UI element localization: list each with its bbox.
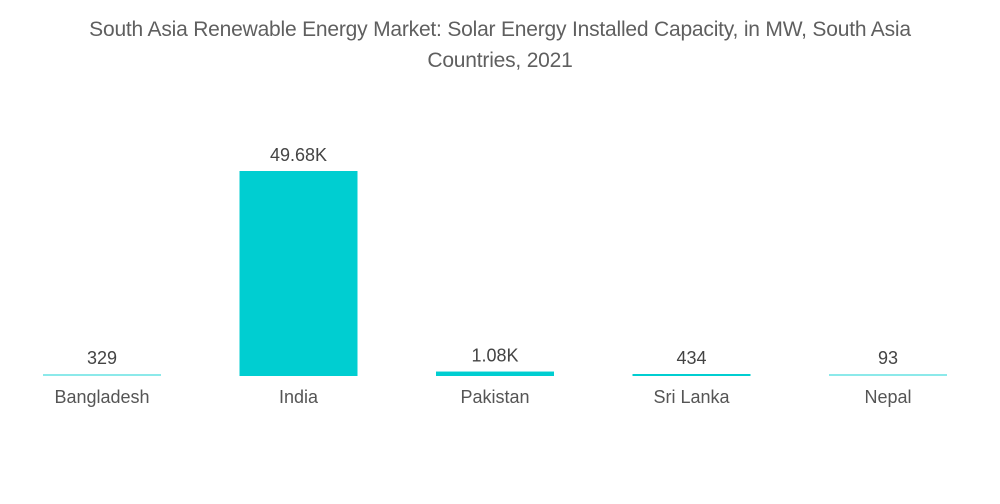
data-label-bangladesh: 329 <box>87 348 117 368</box>
data-label-sri-lanka: 434 <box>676 348 706 368</box>
x-tick-label-india: India <box>279 387 319 407</box>
data-label-pakistan: 1.08K <box>471 346 518 366</box>
bar-sri-lanka <box>632 374 751 376</box>
data-label-india: 49.68K <box>270 145 327 165</box>
x-tick-label-sri-lanka: Sri Lanka <box>653 387 730 407</box>
bar-pakistan <box>436 371 554 376</box>
chart-title-line-2: Countries, 2021 <box>427 49 573 72</box>
x-tick-label-bangladesh: Bangladesh <box>54 387 149 407</box>
chart-title: South Asia Renewable Energy Market: Sola… <box>0 14 1000 76</box>
data-label-nepal: 93 <box>878 348 898 368</box>
x-tick-label-pakistan: Pakistan <box>460 387 529 407</box>
bar-nepal <box>829 374 947 376</box>
bar-bangladesh <box>43 374 161 376</box>
bar-india <box>239 171 358 376</box>
chart-title-line-1: South Asia Renewable Energy Market: Sola… <box>89 18 911 41</box>
x-tick-label-nepal: Nepal <box>864 387 911 407</box>
